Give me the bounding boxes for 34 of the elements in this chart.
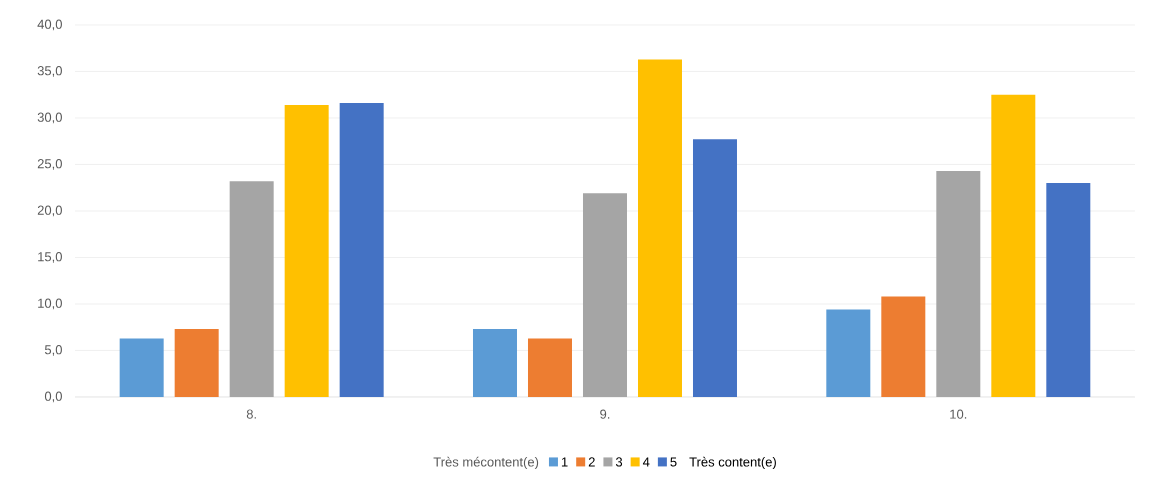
legend-label: 1	[561, 457, 568, 467]
y-tick-label: 15,0	[38, 252, 62, 263]
y-tick-label: 35,0	[37, 66, 62, 77]
x-tick-label: 10.	[950, 409, 967, 419]
bar	[284, 104, 329, 397]
bar	[229, 181, 274, 397]
legend-label: 5	[670, 457, 677, 467]
legend-label: 2	[588, 457, 595, 467]
bar	[936, 170, 981, 397]
legend-title: Très mécontent(e)	[433, 456, 539, 470]
y-tick-label: 25,0	[37, 159, 62, 170]
y-tick-label: 40,0	[37, 19, 62, 31]
bar	[991, 94, 1036, 397]
y-tick-label: 20,0	[37, 205, 62, 217]
x-tick-label: 8.	[246, 409, 256, 419]
bar	[174, 329, 219, 397]
legend-label: 3	[615, 457, 623, 467]
bar	[119, 338, 164, 397]
bar	[527, 338, 572, 397]
y-tick-label: 30,0	[37, 112, 62, 124]
y-tick-label: 0,0	[44, 391, 62, 403]
bar	[339, 103, 384, 397]
bar	[472, 329, 517, 397]
bar	[826, 309, 871, 397]
bar	[692, 139, 737, 397]
legend-label: 4	[642, 457, 650, 467]
bar	[1046, 183, 1091, 397]
x-tick-label: 9.	[600, 409, 610, 419]
bar	[637, 59, 682, 397]
text: Très content(e)	[689, 456, 776, 470]
y-tick-label: 5,0	[44, 345, 62, 356]
y-tick-label: 10,0	[38, 298, 62, 310]
bar	[582, 193, 627, 397]
bar	[881, 296, 926, 397]
